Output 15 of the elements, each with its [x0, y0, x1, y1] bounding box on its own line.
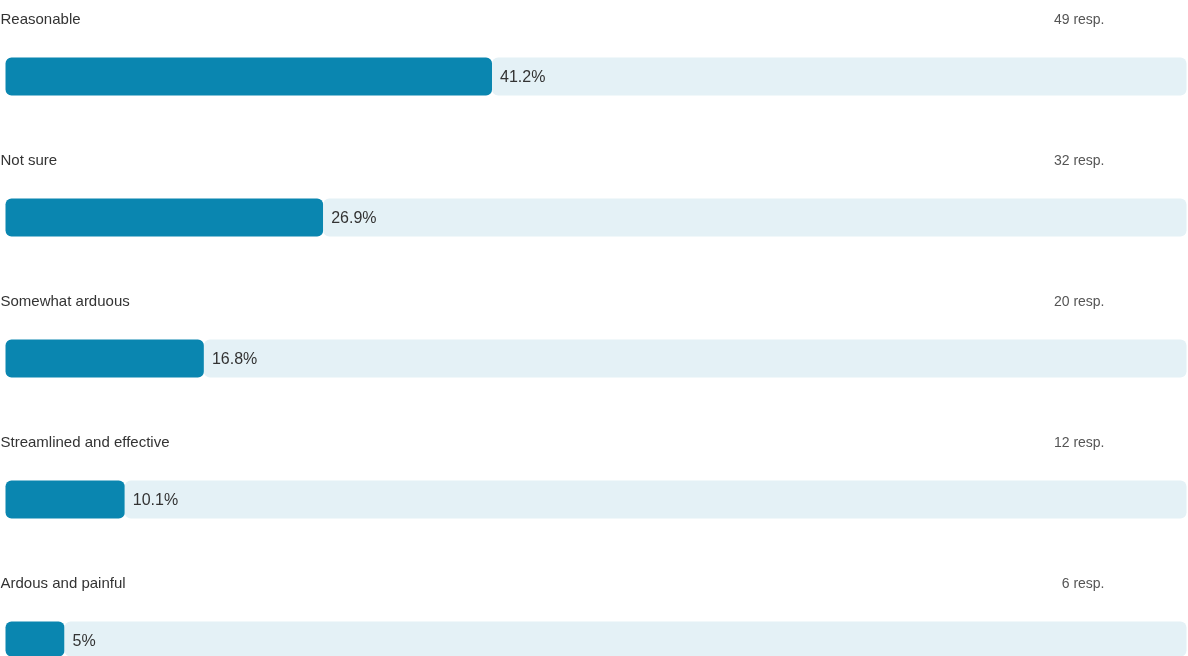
y-tick-label: Reasonable	[0, 10, 81, 27]
annotation: 6 resp.	[1061, 574, 1105, 591]
y-tick-label: Ardous and painful	[0, 574, 126, 591]
annotation: 49 resp.	[1053, 10, 1105, 27]
annotation: 32 resp.	[1053, 151, 1105, 168]
annotation: 20 resp.	[1053, 292, 1105, 309]
data-label: 41.2%	[500, 68, 546, 85]
annotation: 12 resp.	[1053, 433, 1105, 450]
data-label: 10.1%	[132, 491, 179, 508]
data-label: 26.9%	[331, 209, 377, 226]
data-label: 16.8%	[211, 350, 258, 367]
y-tick-label: Somewhat arduous	[0, 292, 130, 309]
y-tick-label: Not sure	[0, 151, 58, 168]
data-label: 5%	[72, 632, 96, 649]
y-tick-label: Streamlined and effective	[0, 433, 170, 450]
